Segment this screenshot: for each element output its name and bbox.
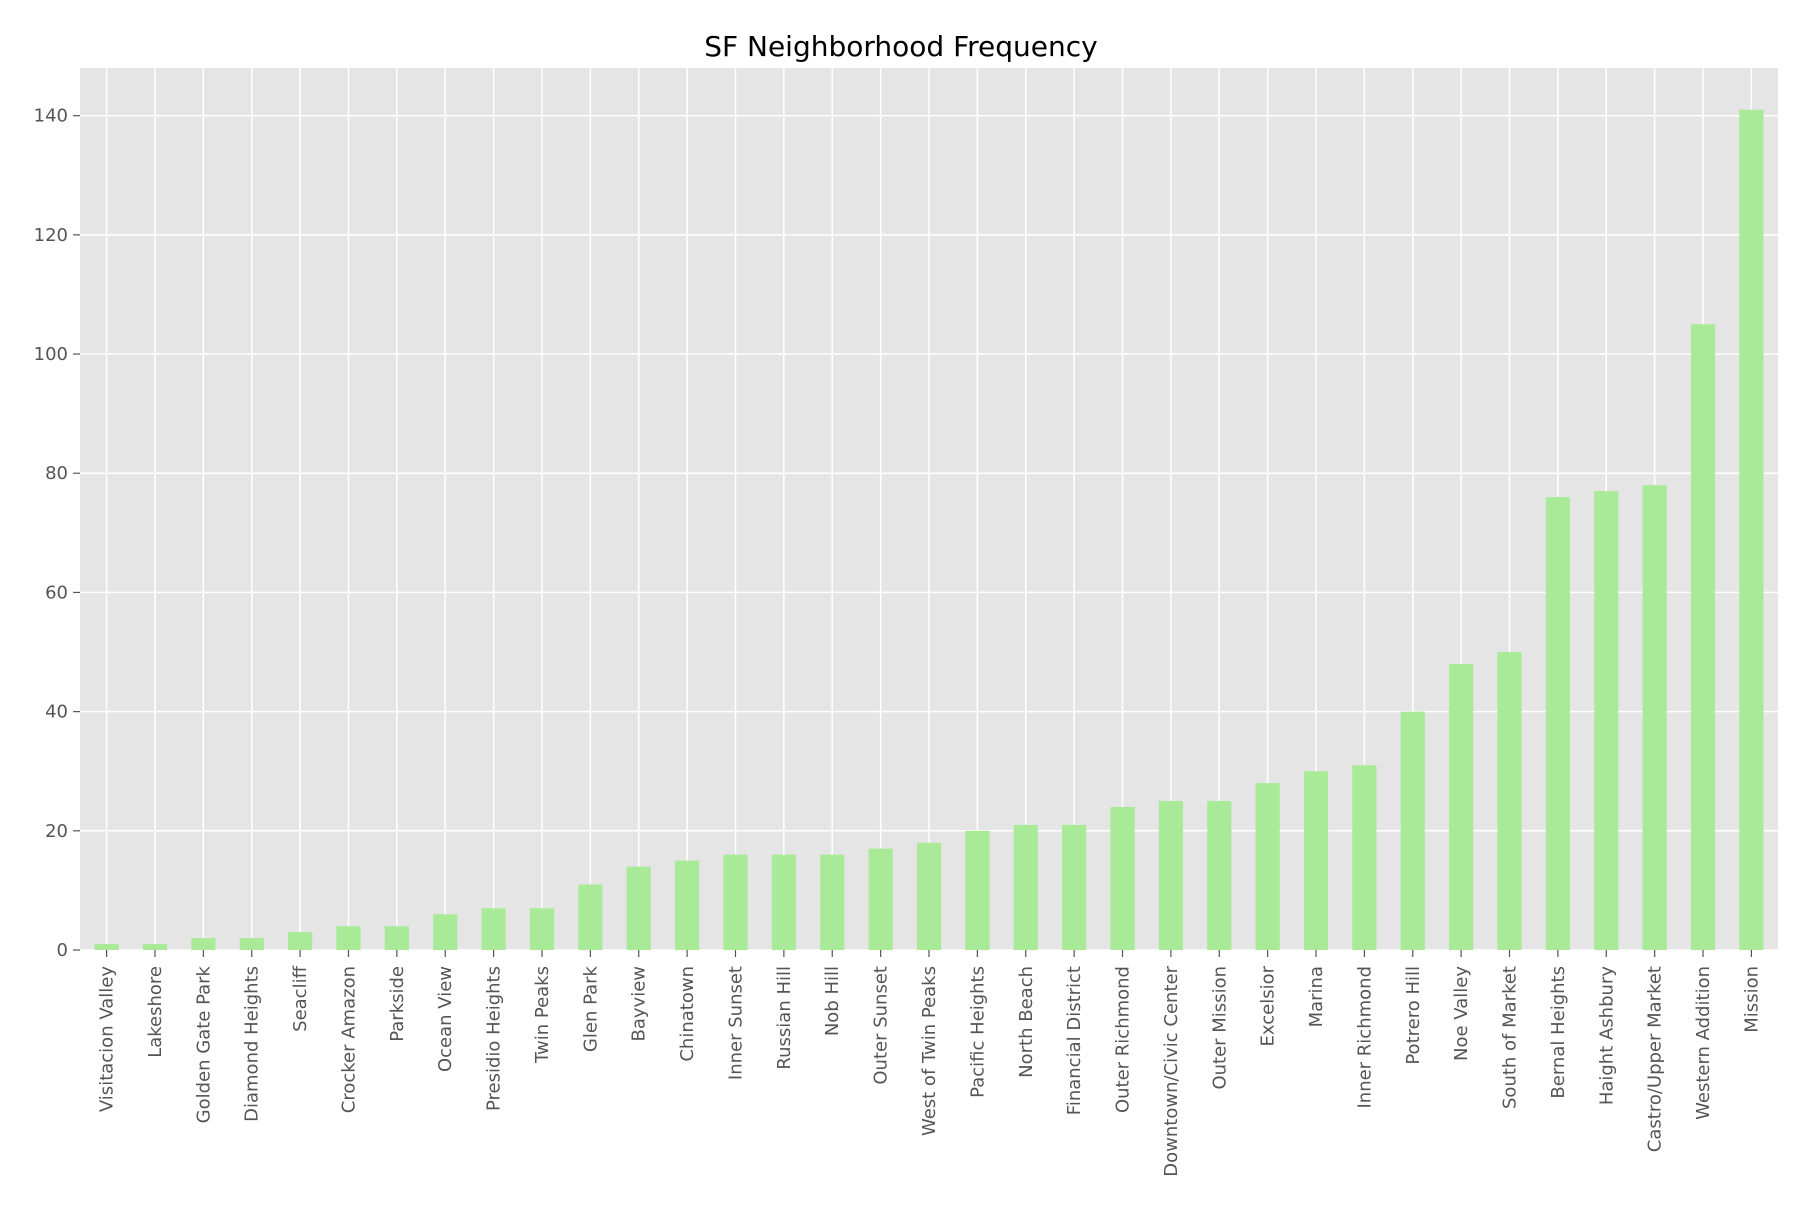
bar-nob-hill xyxy=(820,854,845,950)
bar-outer-mission xyxy=(1207,801,1232,950)
x-tick-label: Haight Ashbury xyxy=(1596,966,1617,1106)
x-tick-label: Visitacion Valley xyxy=(97,966,118,1112)
x-tick-label: Chinatown xyxy=(677,966,698,1062)
y-tick-label: 80 xyxy=(45,463,68,484)
y-tick-label: 0 xyxy=(57,940,68,961)
x-tick-label: Castro/Upper Market xyxy=(1645,966,1666,1152)
x-tick-label: Crocker Amazon xyxy=(338,966,359,1113)
x-tick-label: Russian Hill xyxy=(774,966,795,1070)
bar-western-addition xyxy=(1690,324,1716,951)
bar-outer-richmond xyxy=(1110,806,1135,950)
x-tick-label: Outer Mission xyxy=(1209,966,1230,1090)
y-tick-label: 120 xyxy=(34,225,68,246)
x-tick-label: Seacliff xyxy=(290,965,311,1031)
bar-russian-hill xyxy=(771,854,796,950)
x-tick-label: Twin Peaks xyxy=(532,966,553,1064)
x-tick-label: Marina xyxy=(1306,966,1327,1027)
x-tick-label: Outer Sunset xyxy=(871,966,892,1085)
bar-diamond-heights xyxy=(239,938,264,950)
bar-parkside xyxy=(384,926,409,950)
bar-bernal-heights xyxy=(1545,497,1570,950)
bar-inner-richmond xyxy=(1352,765,1377,950)
x-tick-label: North Beach xyxy=(1016,966,1037,1078)
bar-noe-valley xyxy=(1449,663,1474,950)
x-tick-label: Presidio Heights xyxy=(484,966,505,1111)
bar-bayview xyxy=(626,866,651,950)
x-tick-label: Mission xyxy=(1741,966,1762,1033)
x-tick-label: Lakeshore xyxy=(145,966,166,1058)
bar-golden-gate-park xyxy=(191,938,216,950)
x-tick-label: South of Market xyxy=(1500,966,1521,1109)
bar-presidio-heights xyxy=(481,908,506,950)
bar-twin-peaks xyxy=(529,908,555,950)
x-tick-label: Diamond Heights xyxy=(242,966,263,1122)
bar-pacific-heights xyxy=(965,830,990,950)
x-tick-label: Downtown/Civic Center xyxy=(1161,965,1182,1176)
x-tick-label: Inner Richmond xyxy=(1354,966,1375,1109)
bar-glen-park xyxy=(578,884,603,950)
x-tick-label: Ocean View xyxy=(435,966,456,1072)
bar-haight-ashbury xyxy=(1594,491,1619,950)
y-tick-label: 100 xyxy=(34,344,68,365)
bar-mission xyxy=(1739,109,1764,951)
bar-downtown-civic-center xyxy=(1158,801,1183,950)
bar-excelsior xyxy=(1255,783,1280,950)
x-tick-label: Parkside xyxy=(387,966,408,1042)
x-tick-label: Western Addition xyxy=(1693,966,1714,1120)
x-tick-label: Outer Richmond xyxy=(1113,966,1134,1113)
x-tick-label: Nob Hill xyxy=(822,966,843,1036)
bar-visitacion-valley xyxy=(94,944,119,950)
bar-ocean-view xyxy=(433,914,458,950)
x-tick-label: Golden Gate Park xyxy=(193,965,214,1123)
bar-west-of-twin-peaks xyxy=(916,842,942,950)
bars xyxy=(94,109,1764,951)
bar-seacliff xyxy=(288,932,313,950)
chart-title: SF Neighborhood Frequency xyxy=(704,30,1098,63)
bar-crocker-amazon xyxy=(336,926,361,950)
x-tick-label: Financial District xyxy=(1064,966,1085,1115)
x-axis-ticks: Visitacion Valley Lakeshore Golden Gate Pa… xyxy=(97,950,1762,1177)
bar-lakeshore xyxy=(142,944,168,950)
x-tick-label: Noe Valley xyxy=(1451,966,1472,1061)
x-tick-label: Pacific Heights xyxy=(967,966,988,1098)
bar-potrero-hill xyxy=(1400,711,1425,950)
bar-north-beach xyxy=(1013,824,1038,950)
y-tick-label: 60 xyxy=(45,582,68,603)
x-tick-label: Bayview xyxy=(629,966,650,1041)
bar-financial-district xyxy=(1062,824,1087,950)
x-tick-label: West of Twin Peaks xyxy=(919,966,940,1136)
x-tick-label: Potrero Hill xyxy=(1403,966,1424,1065)
y-tick-label: 140 xyxy=(34,106,68,127)
y-tick-label: 40 xyxy=(45,702,68,723)
bar-outer-sunset xyxy=(868,848,893,950)
bar-castro-upper-market xyxy=(1642,485,1667,950)
bar-south-of-market xyxy=(1497,652,1522,950)
x-tick-label: Excelsior xyxy=(1258,965,1279,1046)
x-tick-label: Bernal Heights xyxy=(1548,966,1569,1099)
bar-inner-sunset xyxy=(723,854,748,950)
y-axis-ticks: 0 20 40 60 80 100 120 140 xyxy=(34,106,80,961)
x-tick-label: Inner Sunset xyxy=(725,966,746,1080)
x-tick-label: Glen Park xyxy=(580,965,601,1052)
y-tick-label: 20 xyxy=(45,821,68,842)
bar-marina xyxy=(1303,771,1329,950)
bar-chinatown xyxy=(675,860,700,950)
